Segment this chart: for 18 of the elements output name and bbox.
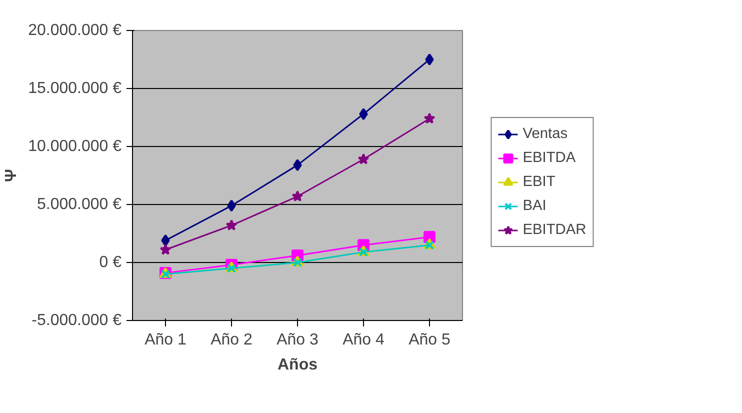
x-tick-label: Año 1 [144, 332, 187, 348]
legend-label: EBITDAR [522, 222, 586, 238]
y-tick-label: -5.000.000 € [32, 312, 122, 329]
legend-label: Ventas [522, 126, 568, 142]
legend-label: EBIT [522, 174, 556, 190]
x-axis-title: Años [278, 356, 318, 374]
y-tick-label: 10.000.000 € [28, 138, 122, 155]
x-tick-label: Año 3 [276, 332, 319, 348]
y-tick-label: 5.000.000 € [36, 196, 122, 213]
legend-label: BAI [522, 198, 546, 214]
y-tick-label: 15.000.000 € [28, 80, 122, 97]
y-tick-label: 0 € [99, 254, 122, 271]
y-axis-title: Ψ [3, 168, 20, 182]
y-tick-label: 20.000.000 € [28, 22, 122, 39]
x-tick-label: Año 2 [210, 332, 253, 348]
legend-label: EBITDA [522, 150, 576, 166]
x-tick-label: Año 5 [408, 332, 451, 348]
x-tick-label: Año 4 [342, 332, 385, 348]
